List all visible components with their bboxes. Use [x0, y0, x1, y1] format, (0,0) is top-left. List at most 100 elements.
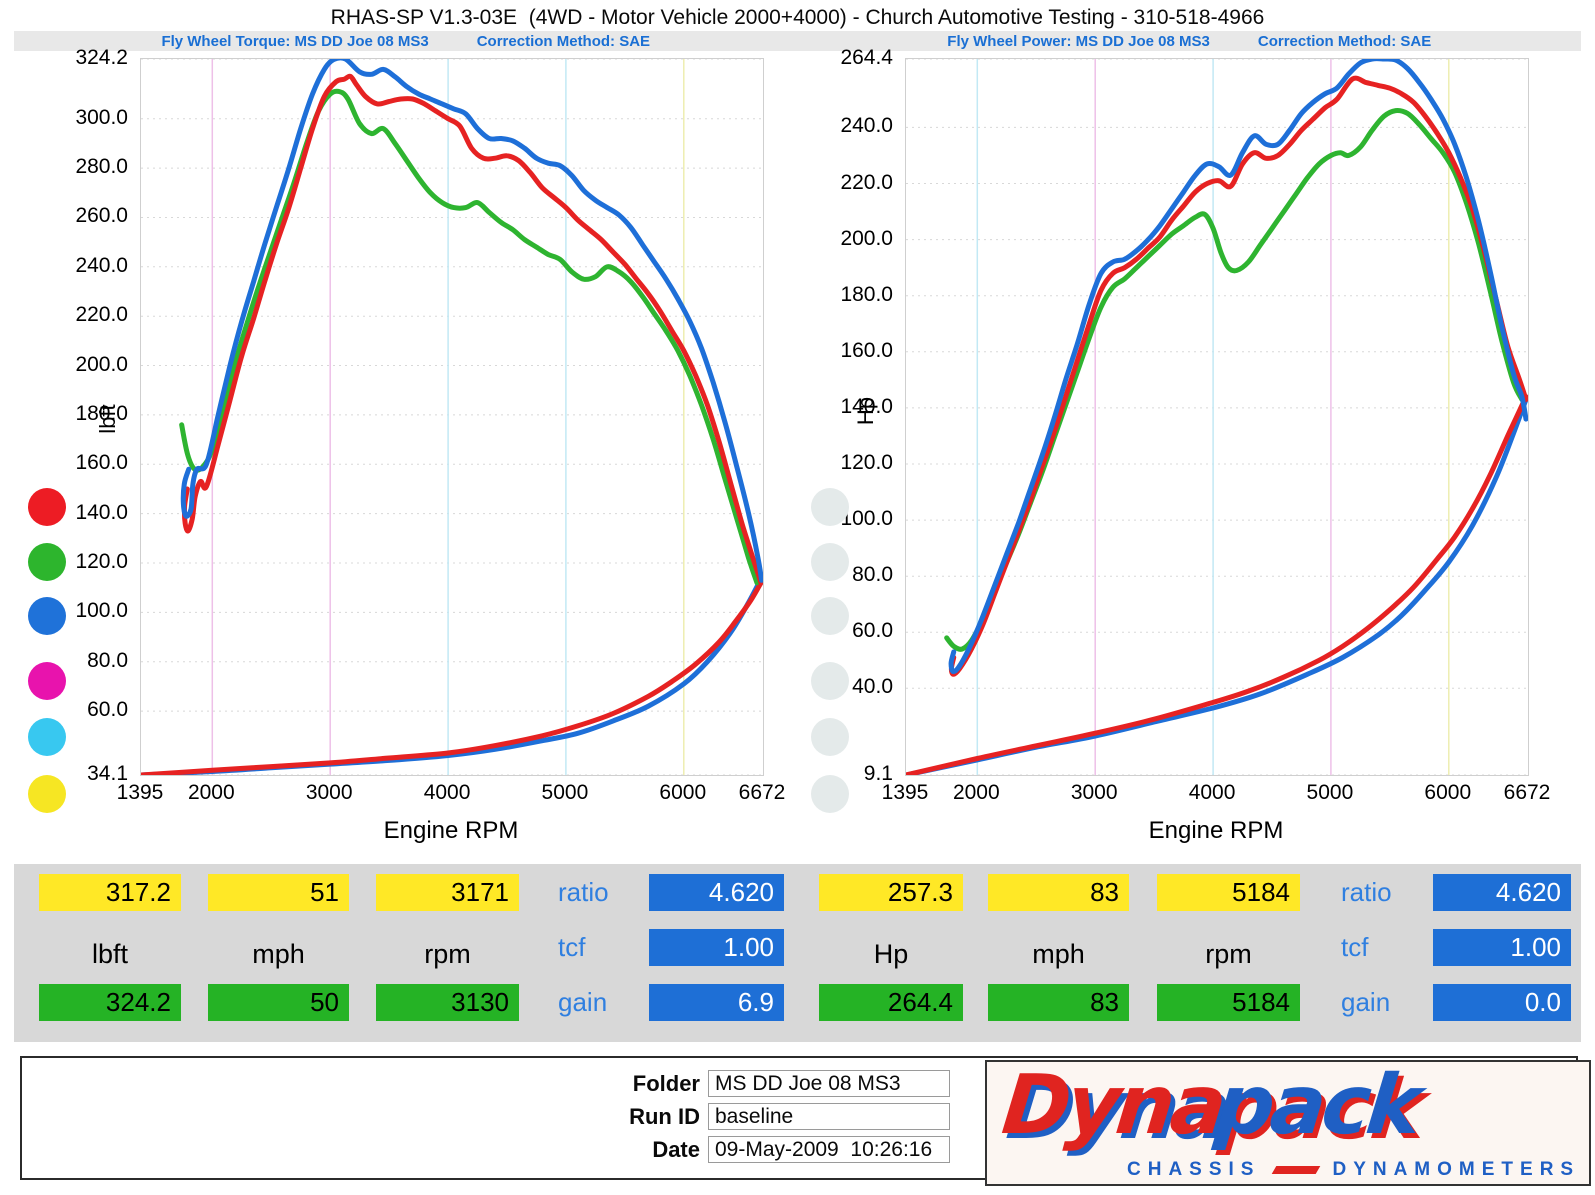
- y-tick-label: 280.0: [75, 155, 128, 179]
- legend-dot: [28, 597, 66, 635]
- y-tick-label: 60.0: [87, 698, 128, 722]
- date-field[interactable]: [708, 1136, 950, 1163]
- torque-header-run-label: Fly Wheel Torque: MS DD Joe 08 MS3: [161, 32, 429, 50]
- torque-tcf-value-box: 1.00: [649, 929, 784, 966]
- x-tick-label: 2000: [952, 781, 1000, 804]
- torque-tcf-label: tcf: [558, 932, 586, 962]
- torque-header-correction-label: Correction Method: SAE: [476, 32, 651, 50]
- speed-trace-red: [141, 580, 763, 775]
- torque-cursor-lbft-box: 317.2: [39, 874, 181, 911]
- speed-trace-red: [906, 394, 1528, 775]
- torque-plot-area: [140, 58, 764, 776]
- torque-gain-label: gain: [558, 987, 608, 1017]
- run-id-label: Run ID: [629, 1104, 700, 1129]
- y-tick-label: 9.1: [863, 762, 893, 785]
- y-tick-label: 260.0: [75, 204, 128, 228]
- power-tcf-value-box: 1.00: [1433, 929, 1571, 966]
- torque-peak-rpm-box: 3130: [376, 984, 519, 1021]
- power-rpm-unit-label: rpm: [1205, 939, 1252, 969]
- y-tick-label: 100.0: [840, 507, 893, 531]
- y-tick-label: 140.0: [75, 500, 128, 524]
- y-tick-label: 80.0: [852, 563, 893, 587]
- x-tick-label: 5000: [541, 781, 589, 804]
- dynapack-tagline: CHASSIS DYNAMOMETERS: [1127, 1159, 1580, 1181]
- y-tick-label: 220.0: [840, 170, 893, 194]
- logo-word-dyna: Dyna: [998, 1060, 1228, 1153]
- y-tick-label: 200.0: [75, 352, 128, 376]
- x-tick-label: 6672: [1503, 781, 1551, 804]
- power-chart-header: Fly Wheel Power: MS DD Joe 08 MS3 Correc…: [798, 31, 1582, 51]
- power-peak-rpm-box: 5184: [1157, 984, 1300, 1021]
- power-run-red: [948, 75, 1528, 677]
- y-tick-label: 160.0: [840, 338, 893, 362]
- power-header-correction-label: Correction Method: SAE: [1257, 32, 1432, 50]
- power-gain-value-box: 0.0: [1433, 984, 1571, 1021]
- torque-peak-mph-box: 50: [208, 984, 349, 1021]
- power-peak-hp-box: 264.4: [819, 984, 963, 1021]
- x-tick-label: 2000: [187, 781, 235, 804]
- y-tick-label: 80.0: [87, 648, 128, 672]
- legend-dot-ghost: [811, 597, 849, 635]
- logo-sub-dynamometers: DYNAMOMETERS: [1332, 1159, 1581, 1180]
- legend-dot-ghost: [811, 543, 849, 581]
- power-tcf-label: tcf: [1341, 932, 1369, 962]
- logo-sub-chassis: CHASSIS: [1127, 1159, 1261, 1180]
- legend-dot: [28, 775, 66, 813]
- power-header-run-label: Fly Wheel Power: MS DD Joe 08 MS3: [947, 32, 1210, 50]
- power-run-green: [944, 107, 1525, 652]
- logo-dash: [1272, 1166, 1321, 1174]
- y-tick-label: 220.0: [75, 303, 128, 327]
- legend-dot: [28, 543, 66, 581]
- legend-dot: [28, 488, 66, 526]
- y-tick-label: 40.0: [852, 675, 893, 699]
- y-tick-label: 60.0: [852, 619, 893, 643]
- x-tick-label: 6672: [738, 781, 786, 804]
- y-tick-label: 160.0: [75, 451, 128, 475]
- chart-headers-band: Fly Wheel Torque: MS DD Joe 08 MS3 Corre…: [14, 31, 1581, 51]
- power-ratio-value-box: 4.620: [1433, 874, 1571, 911]
- torque-mph-unit-label: mph: [252, 939, 305, 969]
- power-cursor-mph-box: 83: [988, 874, 1129, 911]
- power-unit-label: Hp: [873, 939, 909, 969]
- y-tick-label: 300.0: [75, 105, 128, 129]
- torque-run-blue: [180, 59, 763, 583]
- x-tick-label: 6000: [1424, 781, 1472, 804]
- torque-cursor-rpm-box: 3171: [376, 874, 519, 911]
- y-tick-label: 120.0: [75, 549, 128, 573]
- folder-label: Folder: [632, 1071, 700, 1096]
- power-cursor-rpm-box: 5184: [1157, 874, 1300, 911]
- torque-run-red: [181, 73, 763, 586]
- legend-dot-ghost: [811, 488, 849, 526]
- power-plot-area: [905, 58, 1529, 776]
- torque-cursor-mph-box: 51: [208, 874, 349, 911]
- dynapack-logo: Dynapack CHASSIS DYNAMOMETERS: [985, 1060, 1591, 1186]
- torque-ratio-value-box: 4.620: [649, 874, 784, 911]
- y-tick-label: 180.0: [840, 282, 893, 306]
- y-tick-label: 264.4: [840, 46, 893, 69]
- y-tick-label: 100.0: [75, 599, 128, 623]
- y-tick-label: 120.0: [840, 450, 893, 474]
- logo-word-pack: pack: [1211, 1060, 1423, 1153]
- torque-peak-lbft-box: 324.2: [39, 984, 181, 1021]
- power-x-axis-title: Engine RPM: [1148, 817, 1284, 844]
- speed-trace-blue: [141, 575, 763, 775]
- torque-gain-value-box: 6.9: [649, 984, 784, 1021]
- power-cursor-hp-box: 257.3: [819, 874, 963, 911]
- torque-unit-label: lbft: [91, 939, 129, 969]
- torque-chart-header: Fly Wheel Torque: MS DD Joe 08 MS3 Corre…: [14, 31, 798, 51]
- y-tick-label: 34.1: [87, 762, 128, 785]
- torque-rpm-unit-label: rpm: [424, 939, 471, 969]
- dynapack-wordmark: Dynapack: [998, 1060, 1423, 1153]
- power-ratio-label: ratio: [1341, 877, 1392, 907]
- power-mph-unit-label: mph: [1032, 939, 1085, 969]
- run-id-field[interactable]: [708, 1103, 950, 1130]
- y-tick-label: 140.0: [840, 394, 893, 418]
- legend-dot-ghost: [811, 718, 849, 756]
- folder-field[interactable]: [708, 1070, 950, 1097]
- torque-x-axis-title: Engine RPM: [383, 817, 519, 844]
- power-peak-mph-box: 83: [988, 984, 1129, 1021]
- torque-ratio-label: ratio: [558, 877, 609, 907]
- legend-dot: [28, 718, 66, 756]
- x-tick-label: 4000: [1188, 781, 1236, 804]
